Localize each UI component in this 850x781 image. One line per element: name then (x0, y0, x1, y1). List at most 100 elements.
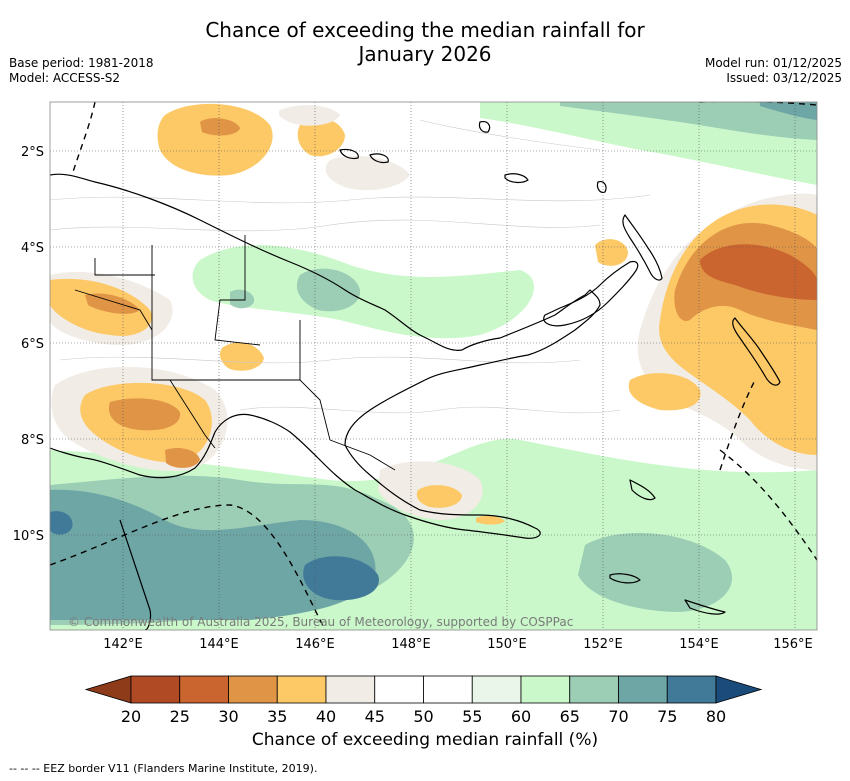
colorbar-bin (423, 675, 473, 704)
region-35-40-manus (595, 239, 628, 266)
region-65-70-central (296, 268, 361, 312)
colorbar-extend-low (84, 675, 132, 704)
lon-label-154E: 154°E (679, 637, 719, 652)
colorbar-bin (228, 675, 278, 704)
lon-label-142E: 142°E (103, 637, 143, 652)
title-line-1: Chance of exceeding the median rainfall … (205, 18, 645, 42)
lat-label-10S: 10°S (13, 529, 44, 544)
colorbar-bin (520, 675, 571, 704)
region-40-45-north-west (278, 105, 340, 126)
region-70-75-north (760, 102, 817, 120)
contour-line (50, 219, 601, 232)
lon-label-144E: 144°E (199, 637, 239, 652)
eez-borders (50, 102, 817, 630)
coastline-solomon-1 (684, 599, 726, 615)
region-75-80-southwest (50, 511, 73, 535)
region-35-40-east-2 (628, 373, 701, 411)
lat-label-6S: 6°S (21, 337, 44, 352)
lon-label-148E: 148°E (391, 637, 431, 652)
eez-border-east (719, 379, 756, 471)
colorbar: 20 25 30 35 40 45 50 55 60 65 70 75 80 (84, 675, 763, 726)
eez-border-south (50, 504, 326, 630)
map-frame (49, 101, 818, 631)
colorbar-tick-label: 40 (316, 707, 336, 726)
colorbar-tick-label: 30 (218, 707, 238, 726)
longitude-labels: 142°E 144°E 146°E 148°E 150°E 152°E 154°… (103, 637, 813, 652)
coastline-louisiade (629, 479, 656, 501)
region-65-70-north (560, 102, 817, 140)
region-30-35-southwest-2 (165, 448, 200, 468)
colorbar-bin (130, 675, 181, 704)
region-35-40-north (157, 103, 273, 176)
lon-label-156E: 156°E (773, 637, 813, 652)
map-panel: © Commonwealth of Australia 2025, Bureau… (50, 102, 817, 630)
lon-label-152E: 152°E (583, 637, 623, 652)
latitude-labels: 2°S 4°S 6°S 8°S 10°S (13, 145, 44, 544)
coastline-australia-cape-york (119, 519, 152, 630)
region-60-65-central (192, 245, 535, 339)
region-35-40-west-2 (220, 342, 264, 371)
contour-line (59, 356, 581, 364)
coastline-new-guinea (50, 173, 601, 539)
colorbar-tick-label: 70 (608, 707, 628, 726)
province-borders (74, 235, 396, 471)
lat-label-4S: 4°S (21, 241, 44, 256)
colorbar-tick-label: 20 (121, 707, 141, 726)
province-border (214, 235, 261, 346)
colorbar-extend-high (715, 675, 763, 704)
eez-footnote: -- -- -- EEZ border V11 (Flanders Marine… (9, 762, 318, 775)
model-name: Model: ACCESS-S2 (9, 71, 121, 85)
contour-line (239, 406, 621, 414)
region-30-35-southwest (108, 398, 181, 431)
colorbar-bin (618, 675, 668, 704)
colorbar-tick-label: 80 (706, 707, 726, 726)
province-border (329, 439, 396, 471)
region-25-30-east (700, 244, 817, 300)
contour-line (419, 119, 601, 151)
lon-label-146E: 146°E (295, 637, 335, 652)
coastline-islands-north (339, 121, 491, 164)
contour-lines (50, 119, 651, 414)
province-border (94, 258, 155, 276)
colorbar-bin (374, 675, 424, 704)
colorbar-tick-label: 35 (267, 707, 287, 726)
region-75-80-south (303, 556, 379, 601)
coastline-new-ireland (622, 214, 663, 281)
colorbar-label: Chance of exceeding median rainfall (%) (251, 730, 599, 750)
colorbar-tick-label: 60 (511, 707, 531, 726)
base-period: Base period: 1981-2018 (9, 56, 154, 70)
meta-left: Base period: 1981-2018 Model: ACCESS-S2 (9, 56, 154, 86)
region-65-70-central-west (230, 289, 255, 309)
colorbar-tick-label: 25 (170, 707, 190, 726)
province-border (74, 289, 153, 331)
model-run: Model run: 01/12/2025 (704, 56, 842, 70)
colorbar-bin (569, 675, 619, 704)
colorbar-tick-label: 75 (657, 707, 677, 726)
lat-label-8S: 8°S (21, 433, 44, 448)
colorbar-bin (325, 675, 376, 704)
coastlines (50, 121, 781, 630)
lat-label-2S: 2°S (21, 145, 44, 160)
coastline-new-britain (543, 260, 639, 327)
colorbar-tick-label: 55 (462, 707, 482, 726)
colorbar-bin (471, 675, 522, 704)
issued-date: Issued: 03/12/2025 (726, 71, 842, 85)
map-credit: © Commonwealth of Australia 2025, Bureau… (68, 615, 573, 629)
meta-right: Model run: 01/12/2025 Issued: 03/12/2025 (705, 56, 842, 86)
colorbar-bin (666, 675, 717, 704)
region-35-40-south-central-2 (476, 515, 505, 525)
coastline-new-hanover (596, 181, 607, 193)
region-35-40-north-2 (297, 117, 345, 157)
colorbar-tick-label: 45 (365, 707, 385, 726)
contour-line (50, 194, 651, 204)
coastline-solomon-2 (609, 573, 641, 584)
chart-title: Chance of exceeding the median rainfall … (0, 18, 850, 66)
region-65-70-east-islands (578, 533, 733, 612)
eez-border-west (71, 102, 96, 176)
region-30-35-west (85, 293, 140, 314)
colorbar-bin (179, 675, 229, 704)
title-line-2: January 2026 (358, 42, 492, 66)
region-30-35-north (200, 118, 240, 136)
coastline-bougainville (732, 317, 781, 386)
